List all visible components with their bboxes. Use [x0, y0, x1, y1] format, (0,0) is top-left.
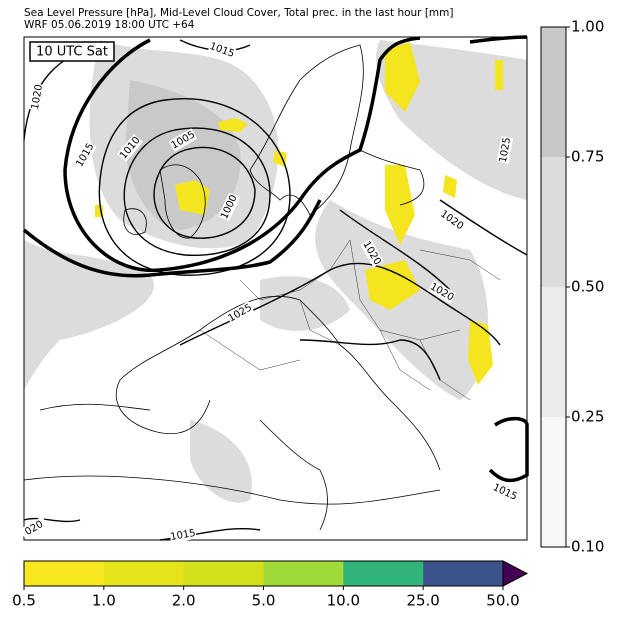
colorbar-segment: [24, 561, 105, 586]
header-line: WRF 05.06.2019 18:00 UTC +64: [24, 19, 195, 31]
isobar-label-bg: [168, 128, 198, 152]
colorbar-segment: [343, 561, 424, 586]
colorbar-tick-label: 0.5: [12, 592, 36, 610]
colorbar-tick-label: 10.0: [327, 592, 360, 610]
isobar-label-bg: [437, 207, 467, 233]
colorbar-tick-label: 0.50: [571, 278, 604, 296]
isobar-label-bg: [73, 140, 97, 170]
isobar-label: 1015: [170, 528, 197, 543]
colorbar-extend: [502, 560, 529, 587]
colorbar-segment: [541, 417, 566, 547]
colorbar-tick-label: 25.0: [406, 592, 439, 610]
colorbar-tick-label: 0.25: [571, 408, 604, 426]
colorbar-segment: [423, 561, 504, 586]
coastline: [249, 44, 425, 216]
isobar-label-bg: [207, 39, 237, 61]
colorbar-tick-label: 5.0: [252, 592, 276, 610]
isobar-label-bg: [360, 238, 384, 268]
cloud-area: [260, 276, 350, 331]
time-label: 10 UTC Sat: [36, 45, 108, 60]
isobar-label-bg: [28, 83, 46, 111]
colorbar-segment: [541, 287, 566, 417]
isobar-label-bg: [117, 134, 143, 162]
colorbar-segment: [541, 27, 566, 157]
isobar: [123, 127, 271, 257]
colorbar-tick-label: 50.0: [486, 592, 519, 610]
isobar-label-bg: [218, 192, 240, 222]
isobar-label-bg: [19, 516, 49, 540]
colorbar-tick-label: 0.75: [571, 148, 604, 166]
precip-area: [95, 42, 503, 385]
isobar-label: 1025: [498, 137, 513, 164]
colorbar-segment: [541, 157, 566, 287]
colorbar-tick-label: 1.0: [92, 592, 116, 610]
map-area: 10 UTC Sat: [22, 35, 529, 541]
cloud-area: [190, 420, 252, 503]
isobar-label-bg: [496, 136, 514, 164]
isobar: [153, 146, 256, 239]
colorbar-segment: [103, 561, 185, 586]
isobar-label-bg: [169, 526, 197, 544]
colorbar-tick-label: 1.00: [571, 18, 604, 36]
colorbar-tick-label: 0.10: [571, 538, 604, 556]
header-line: Sea Level Pressure [hPa], Mid-Level Clou…: [24, 7, 454, 19]
isobar: [63, 36, 421, 273]
colorbar-segment: [263, 561, 344, 586]
colorbar-tick-label: 2.0: [172, 592, 196, 610]
isobar-label-bg: [427, 280, 457, 304]
coastline: [123, 164, 206, 239]
isobar-label-bg: [225, 301, 255, 325]
isobar-label: 1020: [30, 84, 45, 111]
isobar: [98, 98, 291, 276]
isobar-label-bg: [490, 481, 520, 503]
colorbar-segment: [183, 561, 264, 586]
cloud-area: [24, 240, 154, 390]
